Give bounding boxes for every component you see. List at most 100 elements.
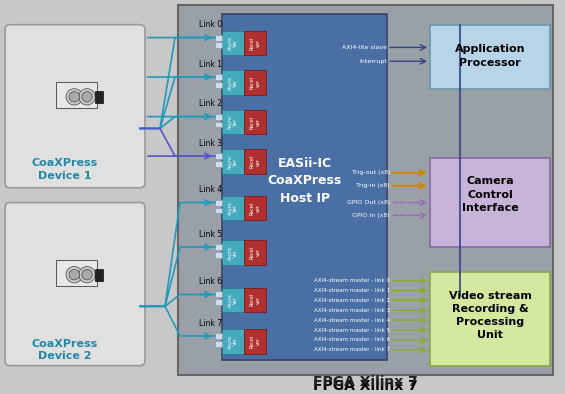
Text: Recel
ver: Recel ver [250,115,260,128]
Text: Recel
ver: Recel ver [250,36,260,50]
Text: Device 2: Device 2 [38,351,92,361]
Text: FPGA Xilinx 7: FPGA Xilinx 7 [312,379,418,393]
Bar [244,240,266,265]
Text: Link 4: Link 4 [199,185,222,194]
Text: AXI4-stream master - link 6: AXI4-stream master - link 6 [314,337,390,342]
Bar [222,31,244,55]
Text: Async
Ver: Async Ver [228,36,238,50]
Text: Processor: Processor [459,58,521,68]
Text: Link 7: Link 7 [199,319,222,327]
Text: GPIO In (x8): GPIO In (x8) [353,213,390,218]
Bar [215,74,222,80]
Bar [222,110,244,134]
Text: Application: Application [455,45,525,54]
Bar [244,110,266,134]
Bar [244,196,266,220]
Text: CoaXPress: CoaXPress [32,158,98,168]
Text: Recel
ver: Recel ver [250,246,260,259]
Bar [95,269,103,281]
Text: Link 3: Link 3 [199,139,222,148]
Text: Async
Ver: Async Ver [228,115,238,129]
Text: EASii-IC: EASii-IC [278,156,332,169]
Text: Link 0: Link 0 [199,20,222,29]
Bar [244,31,266,55]
Text: GPIO Out (x8): GPIO Out (x8) [347,200,390,205]
Bar [215,341,222,347]
Bar [215,82,222,88]
Bar [215,113,222,119]
Text: Async
Ver: Async Ver [228,245,238,260]
Circle shape [79,89,95,105]
Text: Recel
ver: Recel ver [250,76,260,89]
Bar [222,14,387,360]
Text: Trig-in (x8): Trig-in (x8) [357,183,390,188]
Text: Camera: Camera [466,176,514,186]
Text: Recel
ver: Recel ver [250,155,260,168]
Bar [222,240,244,265]
Bar [215,244,222,250]
Circle shape [82,269,92,280]
FancyBboxPatch shape [5,25,145,188]
Bar [215,292,222,297]
Text: AXI4-lite slave: AXI4-lite slave [342,45,387,50]
Bar [55,82,97,108]
Bar [215,35,222,41]
FancyBboxPatch shape [5,203,145,366]
Text: FPGA Xilinx 7: FPGA Xilinx 7 [312,375,418,389]
Text: AXI4-stream master - link 5: AXI4-stream master - link 5 [314,327,390,333]
Text: Async
Ver: Async Ver [228,154,238,169]
Text: AXI4-stream master - link 2: AXI4-stream master - link 2 [314,298,390,303]
Bar [178,5,553,375]
Bar [244,149,266,174]
Text: Link 2: Link 2 [199,99,222,108]
Bar [244,329,266,354]
Text: Trig-out (x8): Trig-out (x8) [351,171,390,175]
Text: Interface: Interface [462,203,518,214]
Text: Link 1: Link 1 [199,60,222,69]
Text: Interrupt: Interrupt [359,59,387,64]
Bar [222,70,244,95]
Bar [215,252,222,258]
Bar [215,153,222,159]
Text: Link 5: Link 5 [199,230,222,239]
Text: Device 1: Device 1 [38,171,92,181]
Bar [215,208,222,214]
Bar [215,200,222,206]
Text: AXI4-stream master - link 7: AXI4-stream master - link 7 [314,347,390,352]
Circle shape [69,269,80,280]
Text: Recel
ver: Recel ver [250,293,260,307]
Text: Control: Control [467,190,513,200]
Bar [215,121,222,128]
Text: Async
Ver: Async Ver [228,293,238,307]
Text: CoaXPress: CoaXPress [268,174,342,187]
Circle shape [66,266,82,283]
Circle shape [69,92,80,102]
Bar [430,158,550,247]
Text: Async
Ver: Async Ver [228,334,238,349]
Bar [215,299,222,305]
Text: AXI4-stream master - link 0: AXI4-stream master - link 0 [314,278,390,283]
Text: Recording &: Recording & [451,304,528,314]
Bar [244,70,266,95]
Text: Host IP: Host IP [280,192,330,205]
Bar [430,25,550,89]
Bar [215,161,222,167]
Text: Unit: Unit [477,330,503,340]
Text: Processing: Processing [456,317,524,327]
Bar [430,272,550,366]
Text: Recel
ver: Recel ver [250,201,260,215]
Bar [222,329,244,354]
Text: AXI4-stream master - link 3: AXI4-stream master - link 3 [314,308,390,313]
Text: Video stream: Video stream [449,292,532,301]
Bar [222,196,244,220]
Text: Async
Ver: Async Ver [228,75,238,90]
Text: Async
Ver: Async Ver [228,201,238,215]
Bar [222,288,244,312]
Circle shape [79,266,95,283]
Bar [55,260,97,286]
Circle shape [82,92,92,102]
Bar [215,333,222,339]
Bar [95,91,103,103]
Circle shape [66,89,82,105]
Text: AXI4-stream master - link 1: AXI4-stream master - link 1 [314,288,390,293]
